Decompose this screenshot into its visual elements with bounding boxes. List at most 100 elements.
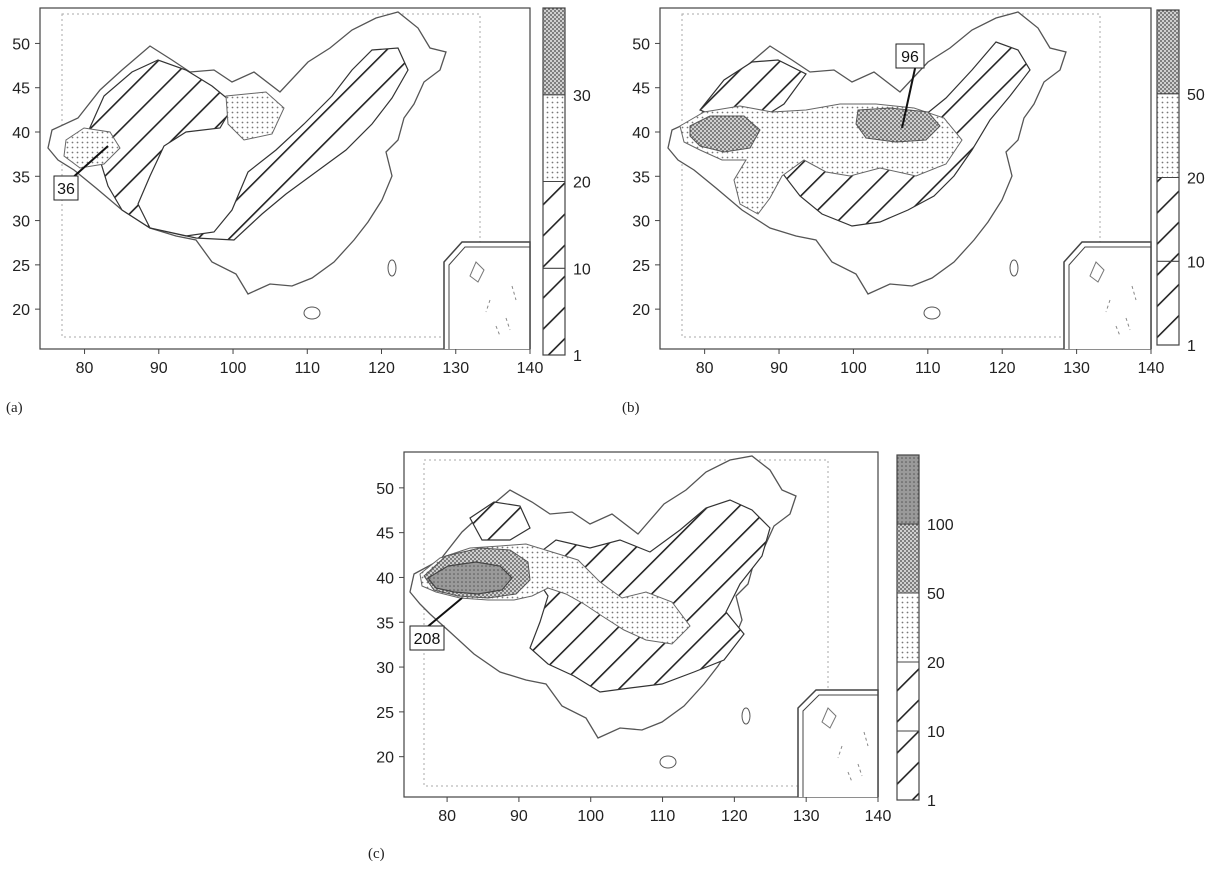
legend-swatch-hatch: [542, 267, 566, 356]
panel-tag: (c): [368, 846, 385, 862]
x-tick-label: 90: [770, 360, 788, 377]
x-tick-label: 140: [517, 360, 544, 377]
panel-a-y-axis: 20 25 30 35 40 45 50: [12, 36, 40, 319]
legend-label: 20: [1187, 171, 1205, 188]
legend-label: 10: [927, 724, 945, 741]
panel-c-map: [403, 451, 879, 798]
legend-label: 1: [1187, 338, 1196, 355]
legend-swatch-hatch: [1156, 260, 1180, 346]
legend-frame: [542, 7, 566, 356]
region-dense: [63, 127, 121, 169]
region-dots: [225, 91, 285, 141]
x-tick-label: 80: [696, 360, 714, 377]
x-tick-label: 130: [793, 808, 820, 825]
callout-value: 96: [901, 49, 919, 66]
panel-a-legend: 1 10 20 30: [542, 7, 591, 365]
y-tick-label: 30: [12, 214, 30, 231]
inset-south-china-sea: [797, 689, 879, 797]
x-tick-label: 120: [721, 808, 748, 825]
x-tick-label: 100: [220, 360, 247, 377]
panel-b-legend: 1 10 20 50: [1156, 9, 1205, 355]
legend-swatch-dense: [542, 7, 566, 96]
x-tick-label: 120: [989, 360, 1016, 377]
y-tick-label: 25: [376, 705, 394, 722]
legend-swatch-hatch: [1156, 177, 1180, 262]
legend-swatch-solid: [896, 454, 920, 525]
y-tick-label: 40: [632, 125, 650, 142]
x-tick-label: 100: [840, 360, 867, 377]
x-tick-label: 110: [295, 360, 321, 377]
y-tick-label: 45: [376, 526, 394, 543]
panel-tag: (a): [6, 400, 23, 416]
y-tick-label: 45: [632, 81, 650, 98]
legend-label: 10: [1187, 254, 1205, 271]
y-tick-label: 35: [12, 169, 30, 186]
y-tick-label: 20: [12, 302, 30, 319]
legend-label: 20: [927, 655, 945, 672]
legend-swatch-hatch: [896, 661, 920, 732]
legend-label: 50: [1187, 87, 1205, 104]
legend-label: 20: [573, 175, 591, 192]
legend-swatch-hatch: [542, 181, 566, 269]
y-tick-label: 45: [12, 81, 30, 98]
legend-swatch-dots: [1156, 93, 1180, 178]
y-tick-label: 50: [12, 36, 30, 53]
callout-value: 36: [57, 181, 75, 198]
x-tick-label: 110: [915, 360, 941, 377]
legend-label: 100: [927, 517, 954, 534]
y-tick-label: 20: [632, 302, 650, 319]
x-tick-label: 80: [438, 808, 456, 825]
y-tick-label: 25: [632, 258, 650, 275]
inset-south-china-sea: [443, 241, 531, 349]
panel-b-y-axis: 20 25 30 35 40 45 50: [632, 36, 660, 319]
panel-c-y-axis: 20 25 30 35 40 45 50: [376, 481, 404, 767]
panel-c-x-axis: 80 90 100 110 120 130 140: [438, 797, 891, 825]
panel-c-legend: 1 10 20 50 100: [896, 454, 954, 810]
legend-label: 30: [573, 88, 591, 105]
x-tick-label: 130: [442, 360, 469, 377]
panel-b-x-axis: 80 90 100 110 120 130 140: [696, 349, 1165, 377]
panel-a-map: [39, 7, 531, 350]
legend-label: 1: [573, 348, 582, 365]
legend-swatch-dots: [542, 94, 566, 182]
legend-label: 1: [927, 793, 936, 810]
inset-south-china-sea: [1063, 241, 1152, 349]
x-tick-label: 130: [1063, 360, 1090, 377]
x-tick-label: 140: [1138, 360, 1165, 377]
panel-a-x-axis: 80 90 100 110 120 130 140: [76, 349, 544, 377]
y-tick-label: 30: [632, 214, 650, 231]
panel-a-callout: 36: [53, 145, 109, 201]
panel-tag: (b): [622, 400, 640, 416]
y-tick-label: 30: [376, 660, 394, 677]
legend-swatch-hatch: [896, 730, 920, 801]
legend-frame: [896, 454, 920, 801]
y-tick-label: 50: [376, 481, 394, 498]
x-tick-label: 90: [150, 360, 168, 377]
x-tick-label: 140: [865, 808, 892, 825]
region-dense: [689, 107, 941, 153]
x-tick-label: 90: [510, 808, 528, 825]
y-tick-label: 25: [12, 258, 30, 275]
panel-c-callout: 208: [409, 597, 463, 651]
legend-label: 50: [927, 586, 945, 603]
legend-label: 10: [573, 261, 591, 278]
y-tick-label: 50: [632, 36, 650, 53]
callout-value: 208: [414, 631, 441, 648]
x-tick-label: 100: [577, 808, 604, 825]
legend-swatch-dense: [1156, 9, 1180, 95]
legend-swatch-dense: [896, 523, 920, 594]
y-tick-label: 35: [632, 169, 650, 186]
legend-swatch-dots: [896, 592, 920, 663]
y-tick-label: 20: [376, 750, 394, 767]
x-tick-label: 80: [76, 360, 94, 377]
y-tick-label: 40: [376, 570, 394, 587]
x-tick-label: 120: [368, 360, 395, 377]
y-tick-label: 40: [12, 125, 30, 142]
panel-b-callout: 96: [895, 43, 925, 129]
region-solid: [427, 561, 513, 595]
y-tick-label: 35: [376, 615, 394, 632]
